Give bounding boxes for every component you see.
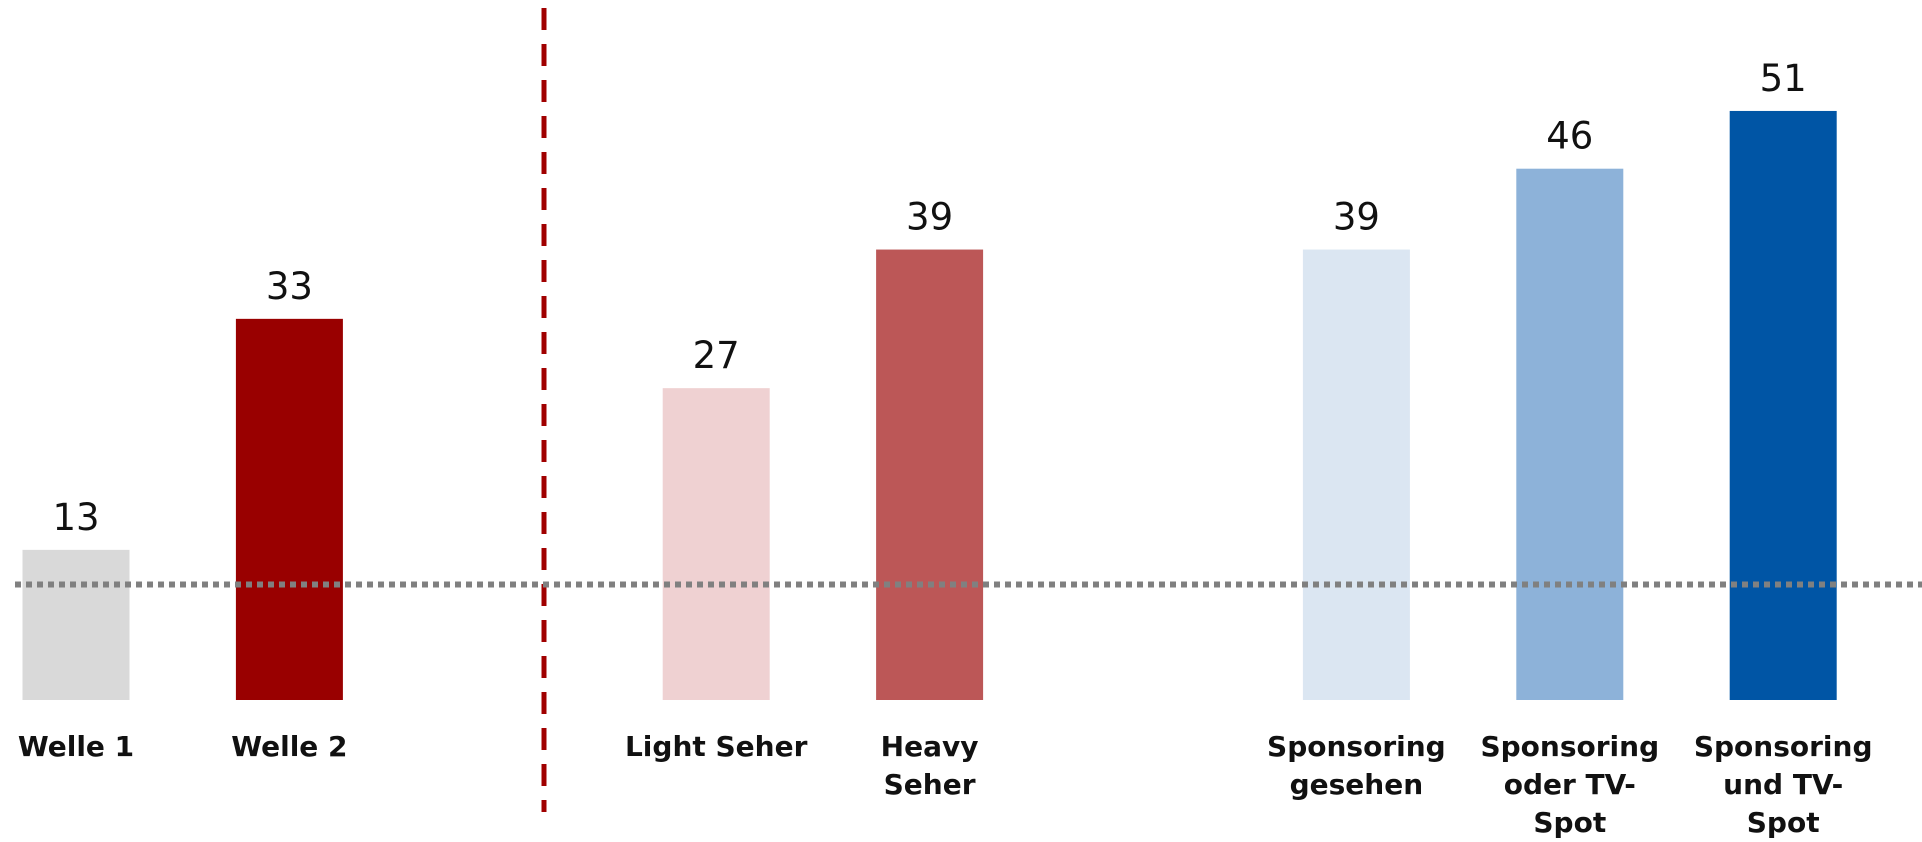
x-tick-label: Welle 2 — [231, 730, 348, 763]
x-tick-label: Sponsoring oder TV-Spot — [1480, 730, 1660, 839]
value-label: 33 — [266, 265, 313, 308]
x-tick-label: Sponsoring und TV-Spot — [1693, 730, 1873, 839]
x-tick-label: Sponsoring gesehen — [1267, 730, 1446, 801]
value-label: 27 — [693, 334, 740, 377]
bar — [235, 318, 343, 700]
x-tick-label: Light Seher — [624, 730, 808, 763]
bar — [1729, 110, 1837, 700]
bar — [22, 549, 130, 700]
value-label: 13 — [52, 496, 99, 539]
bar — [876, 249, 984, 701]
value-label: 39 — [906, 196, 953, 239]
bar — [1302, 249, 1410, 701]
value-label: 51 — [1760, 57, 1807, 100]
x-tick-label: Welle 1 — [17, 730, 135, 763]
value-label: 46 — [1546, 115, 1593, 158]
bar — [662, 388, 770, 700]
bar — [1516, 168, 1624, 700]
value-label: 39 — [1333, 196, 1380, 239]
x-tick-label: Heavy Seher — [880, 730, 979, 801]
